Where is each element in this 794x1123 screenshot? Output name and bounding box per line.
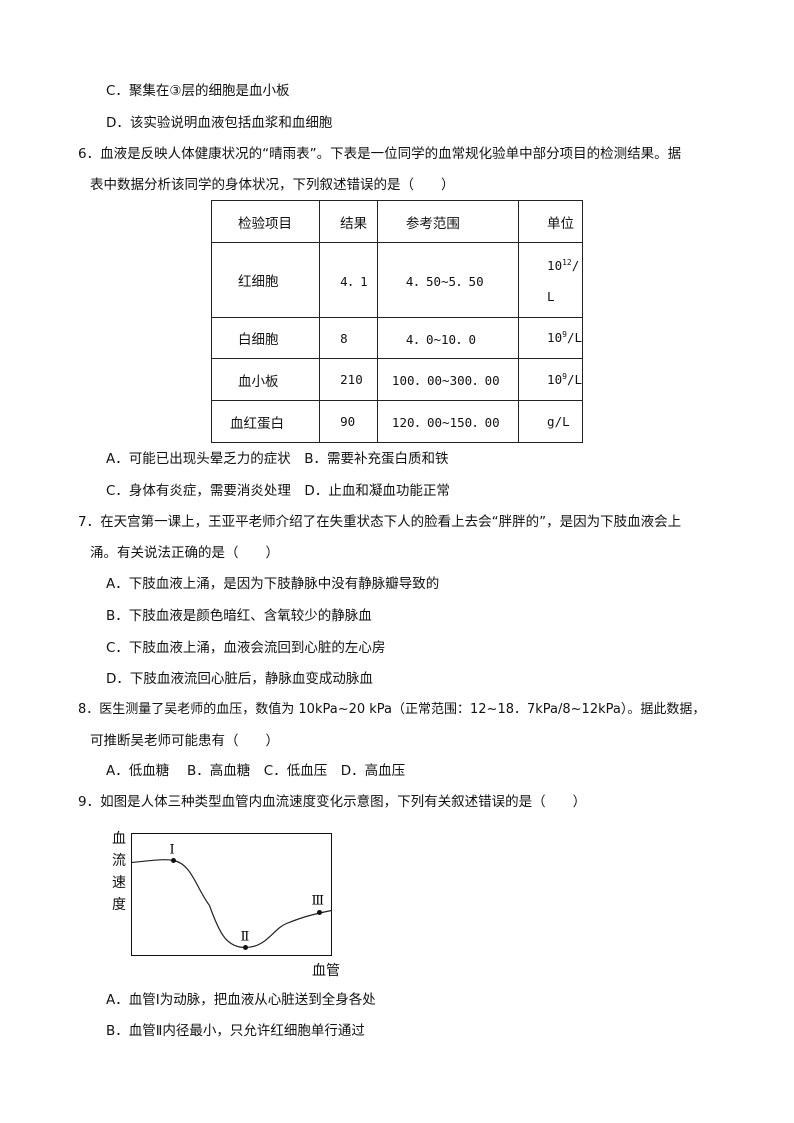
table-header-row: 检验项目 结果 参考范围 单位 <box>210 200 583 243</box>
unit-rest: /L <box>566 330 582 346</box>
header-item: 检验项目 <box>210 200 321 243</box>
cell-item: 白细胞 <box>210 317 321 359</box>
q5-option-d: D．该实验说明血液包括血浆和血细胞 <box>106 115 333 131</box>
unit-exp: 9 <box>562 330 567 340</box>
q6-options-line2: C．身体有炎症，需要消炎处理 D．止血和凝血功能正常 <box>106 483 450 499</box>
q6-stem-line2: 表中数据分析该同学的身体状况，下列叙述错误的是（ ） <box>90 177 455 193</box>
cell-result: 8 <box>319 317 378 359</box>
point-artery <box>171 858 176 863</box>
header-unit: 单位 <box>518 200 583 243</box>
q6-stem-line1: 6．血液是反映人体健康状况的“晴雨表”。下表是一位同学的血常规化验单中部分项目的… <box>78 146 682 162</box>
q7-stem-line2: 涌。有关说法正确的是（ ） <box>90 545 279 561</box>
cell-unit: 109/L <box>518 358 583 401</box>
cell-result: 4．1 <box>319 242 378 318</box>
table-row: 红细胞 4．1 4．50~5．50 1012/ L <box>210 242 583 318</box>
blood-test-table: 检验项目 结果 参考范围 单位 红细胞 4．1 4．50~5．50 1012/L… <box>210 200 583 443</box>
cell-item: 血红蛋白 <box>210 400 321 443</box>
q9-option-b: B．血管Ⅱ内径最小，只允许红细胞单行通过 <box>106 1023 365 1039</box>
table-row: 血小板 210 100．00~300．00 109/L <box>210 358 583 401</box>
label-III: Ⅲ <box>312 894 325 909</box>
blood-flow-velocity-figure: 血流速度 Ⅰ Ⅱ Ⅲ 血管 <box>100 820 360 985</box>
unit-base: 10 <box>547 258 563 274</box>
unit-base: 10 <box>547 372 563 388</box>
label-I: Ⅰ <box>170 843 175 858</box>
label-II: Ⅱ <box>241 930 250 945</box>
q5-option-c: C．聚集在③层的细胞是血小板 <box>106 83 290 99</box>
table-row: 血红蛋白 90 120．00~150．00 g/L <box>210 400 583 443</box>
cell-result: 90 <box>319 400 378 443</box>
q8-stem-line2: 可推断吴老师可能患有（ ） <box>90 733 279 749</box>
point-vein <box>317 910 322 915</box>
cell-range: 100．00~300．00 <box>376 358 520 401</box>
q7-option-c: C．下肢血液上涌，血液会流回到心脏的左心房 <box>106 640 386 656</box>
cell-item: 红细胞 <box>210 242 321 318</box>
q7-option-a: A．下肢血液上涌，是因为下肢静脉中没有静脉瓣导致的 <box>106 576 440 592</box>
unit-rest: /L <box>566 372 582 388</box>
q7-stem-line1: 7．在天宫第一课上，王亚平老师介绍了在失重状态下人的脸看上去会“胖胖的”，是因为… <box>78 514 682 530</box>
figure-svg: Ⅰ Ⅱ Ⅲ <box>131 833 332 956</box>
cell-item: 血小板 <box>210 358 321 401</box>
q8-options: A．低血糖 B．高血糖 C．低血压 D．高血压 <box>106 763 406 779</box>
q7-option-d: D．下肢血液流回心脏后，静脉血变成动脉血 <box>106 671 373 687</box>
q7-option-b: B．下肢血液是颜色暗红、含氧较少的静脉血 <box>106 608 372 624</box>
cell-range: 120．00~150．00 <box>376 400 520 443</box>
cell-range: 4．50~5．50 <box>376 242 520 318</box>
cell-unit: 1012/ L <box>518 242 583 318</box>
unit-line2: L <box>547 288 555 304</box>
header-result: 结果 <box>319 200 378 243</box>
unit-base: 10 <box>547 330 563 346</box>
y-axis-label: 血流速度 <box>112 831 126 913</box>
velocity-curve <box>131 859 332 949</box>
cell-unit: g/L <box>518 400 583 443</box>
unit-exp: 9 <box>562 371 567 381</box>
table-row: 白细胞 8 4．0~10．0 109/L <box>210 317 583 359</box>
q8-stem-line1: 8．医生测量了吴老师的血压，数值为 10kPa~20 kPa（正常范围：12~1… <box>78 702 706 717</box>
q9-option-a: A．血管Ⅰ为动脉，把血液从心脏送到全身各处 <box>106 992 376 1008</box>
cell-unit: 109/L <box>518 317 583 359</box>
figure-frame <box>131 833 332 956</box>
point-capillary <box>243 945 248 950</box>
x-axis-label: 血管 <box>312 963 340 979</box>
unit-exp: 12 <box>562 258 572 268</box>
cell-result: 210 <box>319 358 378 401</box>
q6-options-line1: A．可能已出现头晕乏力的症状 B．需要补充蛋白质和铁 <box>106 451 449 467</box>
header-range: 参考范围 <box>376 200 520 243</box>
unit-rest: / <box>571 258 580 274</box>
cell-range: 4．0~10．0 <box>376 317 520 359</box>
q9-stem: 9．如图是人体三种类型血管内血流速度变化示意图，下列有关叙述错误的是（ ） <box>78 794 587 810</box>
